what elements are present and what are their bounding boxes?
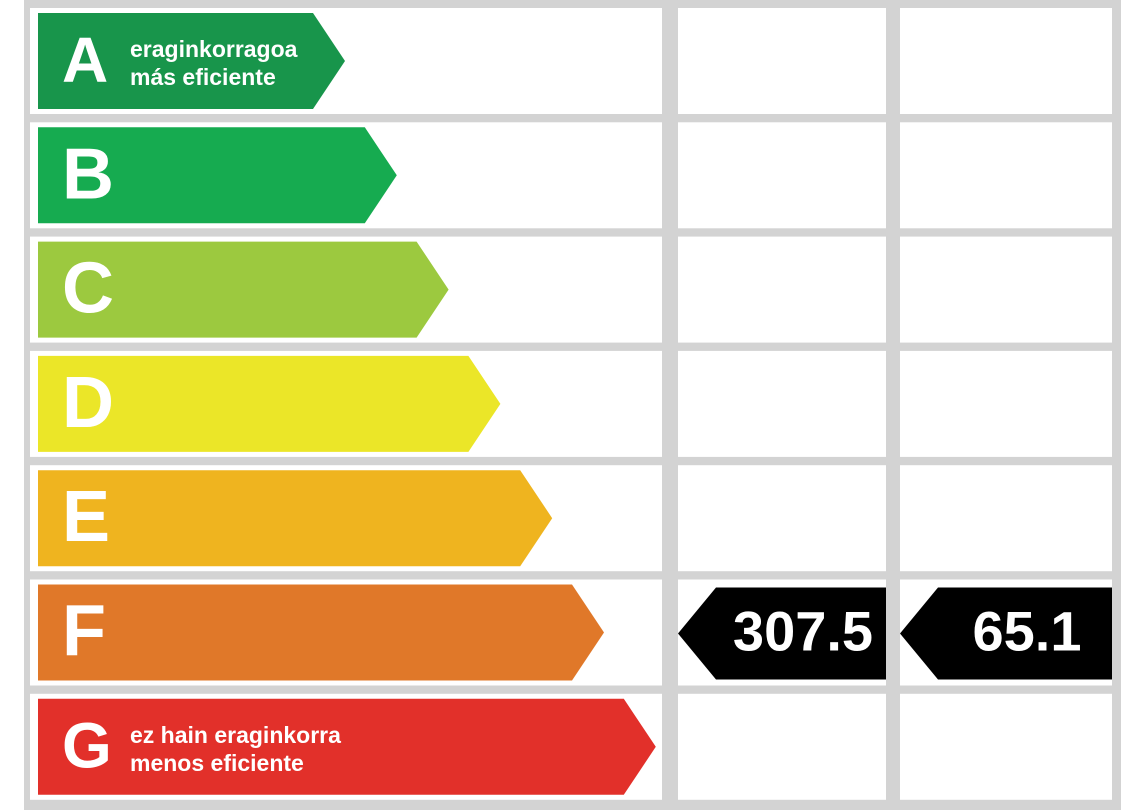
rating-letter: B xyxy=(62,134,114,214)
rating-description: ez hain eraginkorra xyxy=(130,722,341,748)
cell xyxy=(678,8,886,114)
cell xyxy=(900,122,1112,229)
cell xyxy=(900,8,1112,114)
rating-arrow xyxy=(38,13,345,109)
cell xyxy=(678,693,886,800)
value-label: 65.1 xyxy=(973,599,1082,662)
cell xyxy=(678,465,886,572)
rating-description: menos eficiente xyxy=(130,750,304,776)
cell xyxy=(678,122,886,229)
rating-arrow xyxy=(38,698,656,795)
rating-letter: C xyxy=(62,249,114,329)
rating-description: más eficiente xyxy=(130,64,276,90)
value-label: 307.5 xyxy=(733,599,873,662)
cell xyxy=(900,236,1112,343)
cell xyxy=(900,465,1112,572)
cell xyxy=(678,350,886,457)
value-arrow xyxy=(900,587,1112,680)
rating-arrow xyxy=(38,470,553,567)
rating-letter: A xyxy=(62,24,108,96)
rating-description: eraginkorragoa xyxy=(130,36,298,62)
rating-arrow xyxy=(38,241,449,338)
rating-letter: E xyxy=(62,477,110,557)
cell xyxy=(900,350,1112,457)
rating-letter: G xyxy=(62,710,112,782)
rating-arrow xyxy=(38,355,501,452)
rating-letter: D xyxy=(62,363,114,443)
rating-arrow xyxy=(38,127,397,224)
cell xyxy=(678,236,886,343)
rating-arrow xyxy=(38,584,604,681)
cell xyxy=(900,693,1112,800)
value-arrow xyxy=(678,587,886,680)
rating-letter: F xyxy=(62,592,106,672)
